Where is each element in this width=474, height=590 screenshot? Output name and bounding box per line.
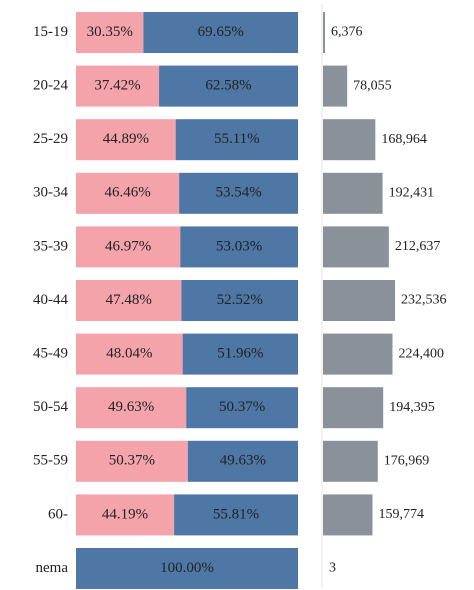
bar-segment <box>76 280 182 321</box>
value-label: 50.37% <box>109 453 155 469</box>
bar <box>323 12 325 53</box>
bar-segment <box>180 226 298 268</box>
bar <box>323 387 384 429</box>
bar-segment <box>76 65 160 107</box>
category-label: 45-49 <box>33 346 68 362</box>
bar <box>323 333 393 375</box>
bar-segment <box>143 12 298 53</box>
value-label: 232,536 <box>401 293 447 308</box>
value-label: 52.52% <box>217 292 263 308</box>
bar <box>323 65 348 107</box>
bar-segment <box>186 387 298 429</box>
value-label: 37.42% <box>94 78 140 94</box>
bar-segment <box>76 333 183 375</box>
bar <box>323 119 376 161</box>
value-label: 194,395 <box>389 400 435 415</box>
value-label: 6,376 <box>331 25 363 40</box>
value-label: 224,400 <box>398 346 444 361</box>
bar-segment <box>76 226 181 268</box>
bar-segment <box>182 333 298 375</box>
value-label: 192,431 <box>389 186 435 201</box>
bar-segment <box>76 494 175 536</box>
category-label: 30-34 <box>33 185 68 201</box>
bar-segment <box>181 280 298 321</box>
value-label: 46.97% <box>105 238 151 254</box>
category-label: 60- <box>48 506 68 522</box>
value-label: 53.54% <box>215 185 261 201</box>
bar-segment <box>76 387 187 429</box>
value-label: 48.04% <box>106 346 152 362</box>
bar <box>323 494 373 536</box>
category-label: 35-39 <box>33 238 68 254</box>
value-label: 168,964 <box>381 132 427 147</box>
value-label: 44.19% <box>102 506 148 522</box>
value-label: 55.11% <box>214 131 260 147</box>
bar-segment <box>187 440 298 482</box>
bar-segment <box>174 494 298 536</box>
bar-segment <box>76 119 176 161</box>
value-label: 49.63% <box>220 453 266 469</box>
value-label: 50.37% <box>219 399 265 415</box>
value-label: 212,637 <box>395 239 441 254</box>
category-label: 25-29 <box>33 131 68 147</box>
bar-segment <box>159 65 298 107</box>
value-label: 55.81% <box>213 506 259 522</box>
value-label: 62.58% <box>205 78 251 94</box>
bar-segment <box>76 548 298 589</box>
value-label: 46.46% <box>104 185 150 201</box>
value-label: 78,055 <box>353 78 392 93</box>
bar-segment <box>175 119 298 161</box>
bar <box>323 440 378 482</box>
category-label: 55-59 <box>33 453 68 469</box>
bar-segment <box>76 172 180 214</box>
category-label: 15-19 <box>33 24 68 40</box>
bar <box>323 172 383 214</box>
value-label: 159,774 <box>378 507 424 522</box>
value-label: 3 <box>329 561 336 576</box>
category-label: 50-54 <box>33 399 68 415</box>
value-label: 47.48% <box>106 292 152 308</box>
value-label: 30.35% <box>87 24 133 40</box>
category-label: 40-44 <box>33 292 68 308</box>
value-label: 49.63% <box>108 399 154 415</box>
value-label: 176,969 <box>384 454 430 469</box>
value-label: 69.65% <box>198 24 244 40</box>
category-label: 20-24 <box>33 78 68 94</box>
value-label: 53.03% <box>216 238 262 254</box>
bar-segment <box>76 440 188 482</box>
bar <box>323 280 395 321</box>
value-label: 44.89% <box>103 131 149 147</box>
category-label: nema <box>36 560 69 576</box>
value-label: 100.00% <box>160 560 214 576</box>
value-label: 51.96% <box>217 346 263 362</box>
bar-segment <box>76 12 144 53</box>
bar-segment <box>179 172 298 214</box>
bar <box>323 226 389 268</box>
